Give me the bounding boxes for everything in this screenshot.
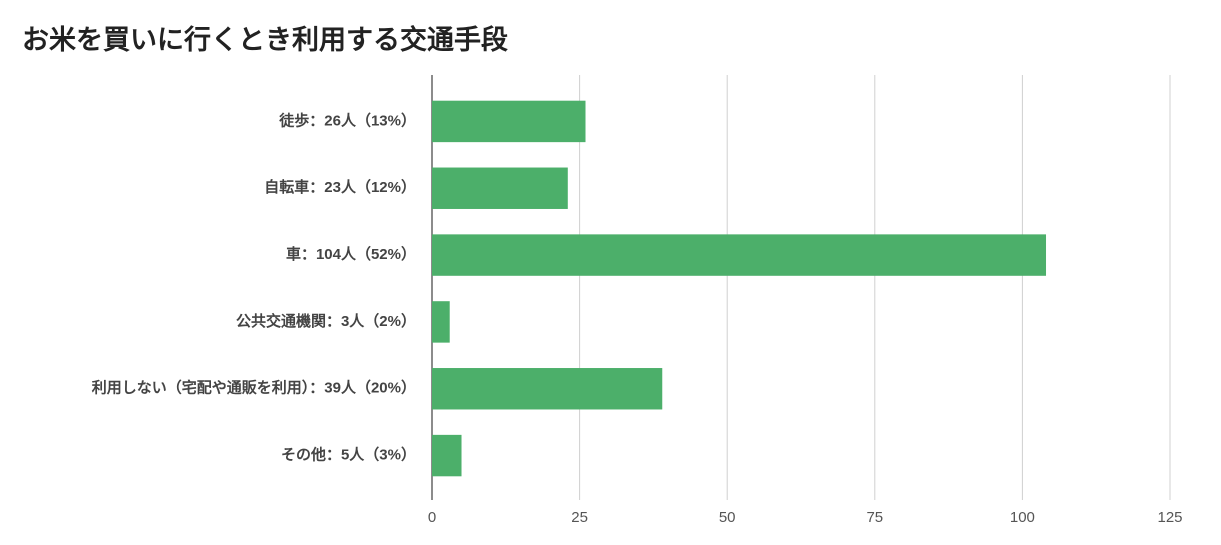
bar — [432, 434, 462, 477]
y-tick-label: その他：5人（3%） — [281, 446, 416, 464]
x-tick-label: 25 — [571, 509, 588, 526]
y-tick-label: 徒歩：26人（13%） — [278, 111, 416, 129]
chart-title: お米を買いに行くとき利用する交通手段 — [22, 24, 508, 55]
y-tick-label: 車：104人（52%） — [286, 245, 416, 263]
x-tick-label: 75 — [866, 509, 883, 526]
x-tick-label: 50 — [719, 509, 736, 526]
y-tick-label: 公共交通機関：3人（2%） — [236, 312, 416, 330]
bar — [432, 234, 1047, 276]
x-tick-label: 125 — [1157, 509, 1182, 526]
x-tick-label: 100 — [1010, 509, 1035, 526]
bar — [432, 368, 663, 410]
bar — [432, 100, 586, 143]
y-tick-label: 自転車：23人（12%） — [264, 178, 416, 196]
bar — [432, 167, 568, 209]
x-tick-label: 0 — [428, 509, 436, 526]
y-tick-label: 利用しない（宅配や通販を利用）：39人（20%） — [92, 379, 416, 397]
bar — [432, 301, 450, 343]
